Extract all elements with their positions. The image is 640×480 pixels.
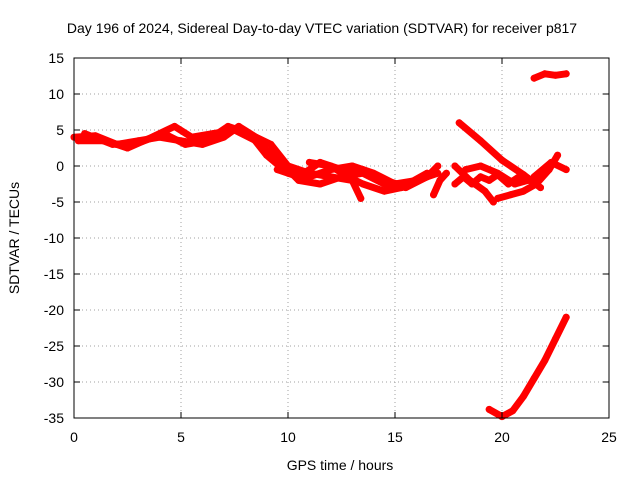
data-point (397, 184, 405, 192)
data-point (494, 194, 502, 202)
y-tick-label: -10 (44, 230, 64, 246)
data-point (423, 169, 431, 177)
y-axis-label: SDTVAR / TECUs (6, 182, 22, 294)
data-point (181, 140, 189, 148)
series-track-3 (81, 122, 442, 188)
series-track-8 (451, 162, 497, 206)
data-point (442, 169, 450, 177)
data-point (359, 180, 367, 188)
data-point (380, 187, 388, 195)
data-point (357, 194, 365, 202)
y-tick-label: 15 (48, 50, 64, 66)
y-tick-label: 10 (48, 86, 64, 102)
data-point (541, 70, 549, 78)
y-tick-label: 5 (56, 122, 64, 138)
data-point (477, 162, 485, 170)
data-point (530, 374, 538, 382)
grid (74, 58, 609, 418)
data-point (263, 151, 271, 159)
x-tick-label: 20 (494, 429, 510, 445)
x-tick-label: 25 (601, 429, 617, 445)
data-point (134, 139, 142, 147)
data-point (434, 162, 442, 170)
y-tick-label: -25 (44, 338, 64, 354)
data-point (316, 180, 324, 188)
data-point (547, 158, 555, 166)
data-point (188, 133, 196, 141)
data-series (70, 70, 570, 421)
y-tick-label: -5 (52, 194, 65, 210)
data-point (530, 173, 538, 181)
data-point (430, 191, 437, 199)
y-tick-label: -15 (44, 266, 64, 282)
data-point (494, 169, 502, 177)
data-point (481, 187, 489, 195)
data-point (554, 151, 562, 159)
x-tick-label: 15 (387, 429, 403, 445)
y-tick-label: -20 (44, 302, 64, 318)
data-point (511, 180, 519, 188)
data-point (273, 166, 281, 174)
x-tick-label: 0 (70, 429, 78, 445)
data-point (519, 392, 527, 400)
data-point (466, 176, 474, 184)
data-point (224, 122, 232, 130)
x-axis-label: GPS time / hours (287, 457, 394, 473)
data-point (552, 71, 559, 79)
data-point (562, 166, 570, 174)
data-point (344, 173, 352, 181)
data-point (451, 180, 459, 188)
series-track-14 (485, 313, 570, 421)
data-point (485, 176, 493, 184)
data-point (305, 158, 313, 166)
axis-ticks: 0 5 10 15 20 25 15 10 5 0 -5 -10 -15 -20 -25 -30 -35 (44, 50, 617, 445)
data-point (109, 140, 116, 148)
data-point (246, 130, 253, 138)
series-track-13 (530, 70, 570, 82)
y-tick-label: 0 (56, 158, 64, 174)
data-point (498, 156, 506, 164)
x-tick-label: 10 (280, 429, 296, 445)
data-point (171, 122, 179, 130)
data-point (436, 176, 444, 184)
data-point (203, 137, 211, 145)
data-point (541, 356, 549, 364)
data-point (485, 405, 493, 413)
data-point (519, 171, 527, 179)
chart-title: Day 196 of 2024, Sidereal Day-to-day VTE… (67, 20, 577, 36)
data-point (380, 176, 388, 184)
data-point (477, 173, 485, 181)
data-point (267, 140, 275, 148)
data-point (81, 130, 89, 138)
data-point (359, 166, 367, 174)
data-point (562, 313, 570, 321)
data-point (532, 180, 540, 188)
x-tick-label: 5 (177, 429, 185, 445)
data-point (509, 407, 517, 415)
y-tick-label: -30 (44, 374, 64, 390)
data-point (562, 70, 570, 78)
data-point (327, 162, 335, 170)
data-point (455, 119, 463, 127)
data-point (305, 173, 313, 181)
data-point (477, 137, 485, 145)
y-tick-label: -35 (44, 410, 64, 426)
data-point (451, 162, 459, 170)
data-point (295, 173, 303, 181)
data-point (519, 187, 527, 195)
data-point (74, 137, 82, 145)
data-point (552, 335, 559, 343)
data-point (507, 191, 515, 199)
data-point (530, 74, 538, 82)
data-point (462, 166, 470, 174)
data-point (160, 130, 168, 138)
